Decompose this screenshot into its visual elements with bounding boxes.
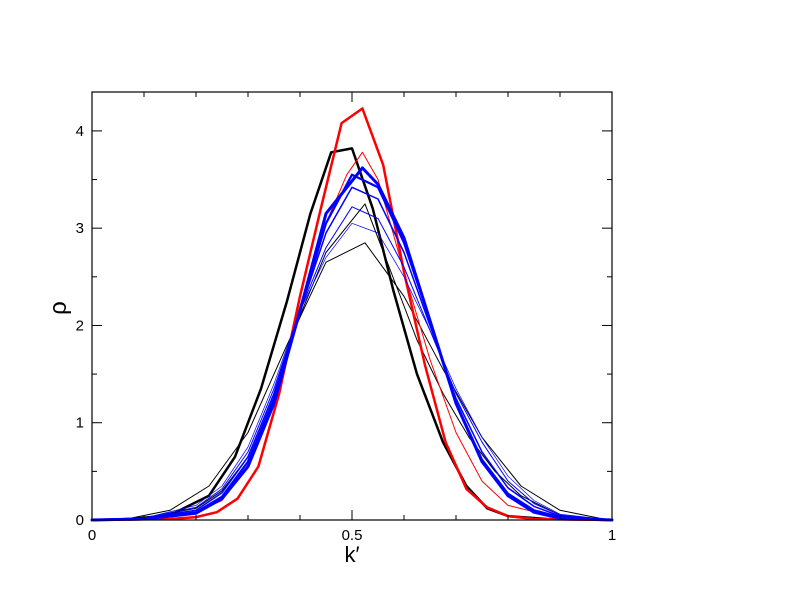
series-line-9 [90,173,614,522]
x-axis-label: k′ [344,542,359,567]
y-axis-label: ρ [45,301,72,315]
series-line-6 [91,222,613,521]
series-layer [90,107,614,522]
series-line-5 [90,107,614,522]
y-tick-label: 2 [76,317,84,334]
x-tick-label: 1 [608,527,616,544]
y-tick-label: 3 [76,220,84,237]
x-tick-label: 0 [88,527,96,544]
series-line-8 [91,186,613,521]
plot-frame [91,91,613,521]
series-line-2 [91,203,613,521]
y-tick-label: 1 [76,415,84,432]
y-tick-label: 0 [76,512,84,529]
series-line-7 [91,206,613,521]
y-tick-label: 4 [76,123,84,140]
x-tick-label: 0.5 [342,527,363,544]
series-line-1 [91,242,613,521]
series-line-10 [90,166,614,522]
